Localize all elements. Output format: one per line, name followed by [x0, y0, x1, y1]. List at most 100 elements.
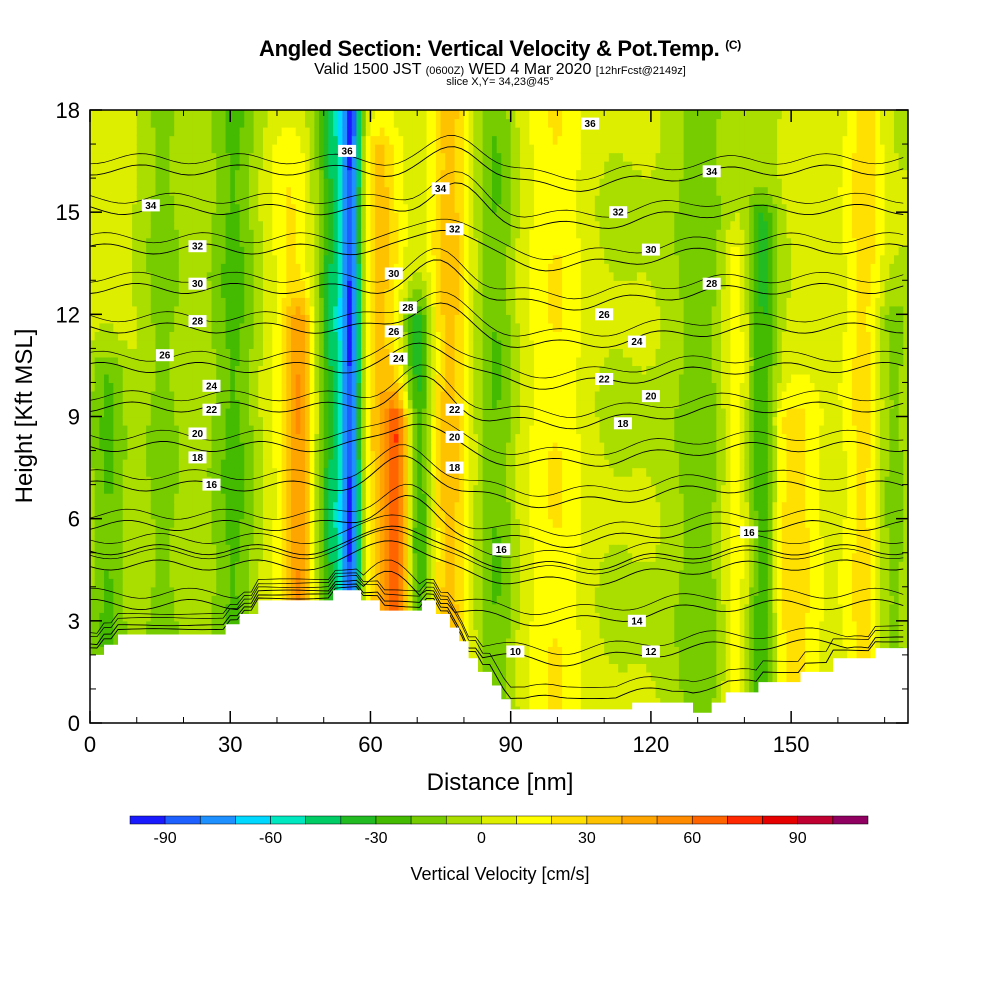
field-cell — [361, 425, 367, 435]
field-cell — [122, 229, 128, 239]
field-cell — [136, 484, 143, 494]
field-cell — [389, 144, 395, 154]
field-cell — [305, 135, 311, 145]
field-cell — [398, 476, 404, 486]
field-cell — [319, 484, 325, 494]
field-cell — [146, 561, 152, 571]
field-cell — [211, 246, 217, 256]
field-cell — [328, 152, 334, 162]
field-cell — [225, 407, 231, 418]
field-cell — [351, 203, 358, 213]
field-cell — [267, 510, 273, 520]
field-cell — [188, 407, 194, 418]
field-cell — [375, 365, 381, 375]
field-cell — [389, 280, 395, 290]
field-cell — [375, 127, 381, 137]
field-cell — [104, 331, 110, 341]
field-cell — [365, 229, 372, 239]
field-cell — [398, 288, 404, 298]
field-cell — [361, 365, 367, 375]
field-cell — [192, 578, 199, 588]
field-cell — [393, 535, 400, 545]
field-cell — [319, 510, 325, 520]
field-cell — [365, 288, 372, 298]
field-cell — [403, 552, 409, 562]
field-cell — [239, 501, 245, 511]
field-cell — [305, 144, 311, 154]
field-cell — [351, 280, 358, 290]
field-cell — [202, 348, 208, 358]
field-cell — [150, 144, 157, 154]
field-cell — [309, 212, 315, 222]
field-cell — [365, 161, 372, 171]
field-cell — [272, 552, 278, 562]
field-cell — [389, 314, 395, 324]
field-cell — [164, 169, 171, 179]
field-cell — [160, 118, 166, 128]
field-cell — [206, 373, 213, 384]
field-cell — [384, 578, 390, 588]
field-cell — [188, 561, 194, 571]
field-cell — [328, 501, 334, 511]
field-cell — [230, 493, 236, 503]
field-cell — [342, 161, 348, 171]
field-cell — [272, 135, 278, 145]
field-cell — [323, 322, 329, 332]
field-cell — [328, 356, 334, 367]
field-cell — [272, 195, 278, 205]
field-cell — [136, 280, 143, 290]
field-cell — [365, 510, 372, 520]
field-cell — [361, 442, 367, 452]
field-cell — [108, 620, 114, 630]
field-cell — [211, 544, 217, 554]
field-cell — [333, 186, 339, 196]
field-cell — [188, 152, 194, 162]
field-cell — [337, 263, 344, 273]
field-cell — [365, 476, 372, 486]
field-cell — [281, 246, 287, 256]
field-cell — [211, 322, 217, 332]
field-cell — [239, 246, 245, 256]
field-cell — [253, 288, 259, 298]
field-cell — [347, 552, 353, 562]
field-cell — [389, 544, 395, 554]
field-cell — [361, 263, 367, 273]
field-cell — [314, 373, 320, 384]
field-cell — [389, 178, 395, 188]
field-cell — [305, 203, 311, 213]
field-cell — [183, 178, 189, 188]
field-cell — [108, 331, 114, 341]
field-cell — [136, 382, 143, 392]
field-cell — [188, 118, 194, 128]
field-cell — [94, 161, 100, 171]
field-cell — [365, 595, 372, 605]
field-cell — [300, 288, 306, 298]
field-cell — [337, 348, 344, 358]
field-cell — [160, 476, 166, 486]
field-cell — [160, 339, 166, 349]
field-cell — [393, 484, 400, 494]
field-cell — [99, 322, 105, 332]
field-cell — [206, 271, 213, 281]
field-cell — [104, 110, 110, 120]
field-cell — [295, 297, 301, 307]
field-cell — [178, 144, 185, 154]
field-cell — [99, 518, 105, 528]
field-cell — [99, 246, 105, 256]
field-cell — [155, 510, 161, 520]
field-cell — [379, 365, 386, 375]
field-cell — [384, 586, 390, 596]
field-cell — [384, 220, 390, 230]
field-cell — [267, 144, 273, 154]
field-cell — [94, 603, 100, 613]
field-cell — [234, 373, 241, 384]
field-cell — [328, 390, 334, 401]
field-cell — [319, 314, 325, 324]
field-cell — [220, 390, 227, 401]
field-cell — [118, 178, 124, 188]
field-cell — [267, 527, 273, 537]
field-cell — [150, 629, 157, 639]
field-cell — [183, 569, 189, 579]
field-cell — [262, 425, 269, 435]
field-cell — [370, 442, 376, 452]
